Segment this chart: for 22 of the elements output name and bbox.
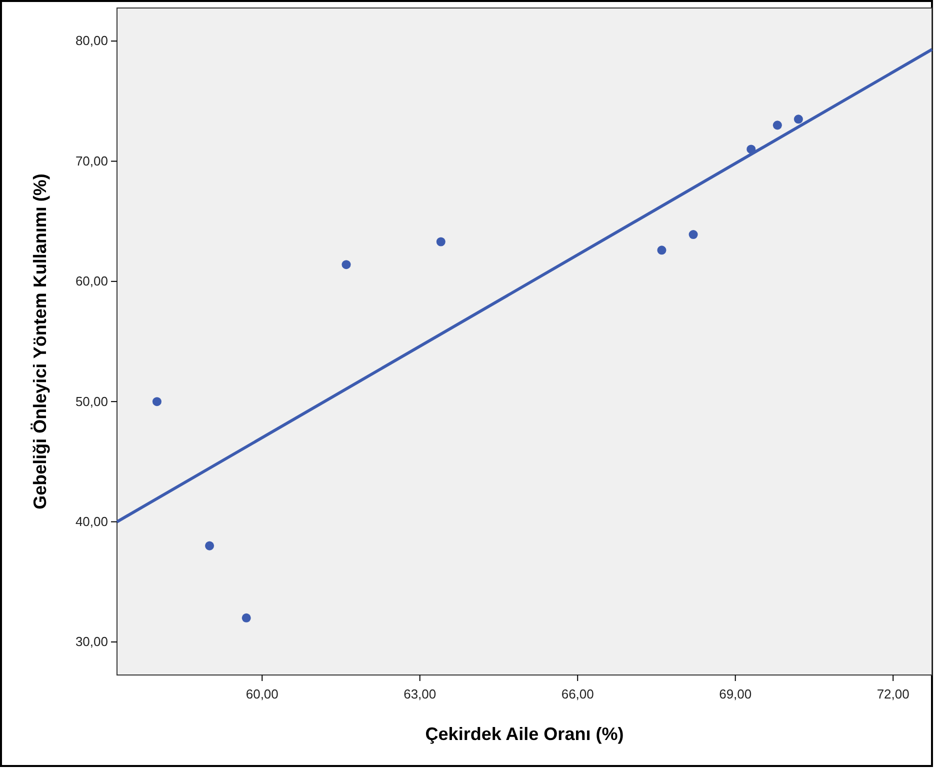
y-tick-label: 70,00 <box>75 153 108 168</box>
x-tick-label: 69,00 <box>719 686 752 702</box>
y-tick-label: 80,00 <box>75 33 108 48</box>
point <box>242 613 251 622</box>
x-tick-label: 72,00 <box>876 686 910 702</box>
point <box>436 237 446 246</box>
point <box>688 230 698 240</box>
point <box>657 246 666 255</box>
x-tick-label: 63,00 <box>404 686 436 702</box>
y-axis-title: Gebeliği Önleyici Yöntem Kullanımı (%) <box>30 174 50 510</box>
point <box>794 114 803 124</box>
point <box>152 397 162 406</box>
x-tick-label: 66,00 <box>561 686 594 702</box>
y-tick-label: 30,00 <box>75 634 108 650</box>
y-tick-label: 40,00 <box>75 514 108 529</box>
x-tick-label: 60,00 <box>246 686 278 702</box>
x-axis-title: Çekirdek Aile Oranı (%) <box>425 724 624 744</box>
point <box>342 260 351 270</box>
y-tick-label: 60,00 <box>75 274 108 289</box>
point <box>772 120 782 130</box>
point <box>205 541 214 550</box>
y-tick-label: 50,00 <box>75 394 108 409</box>
